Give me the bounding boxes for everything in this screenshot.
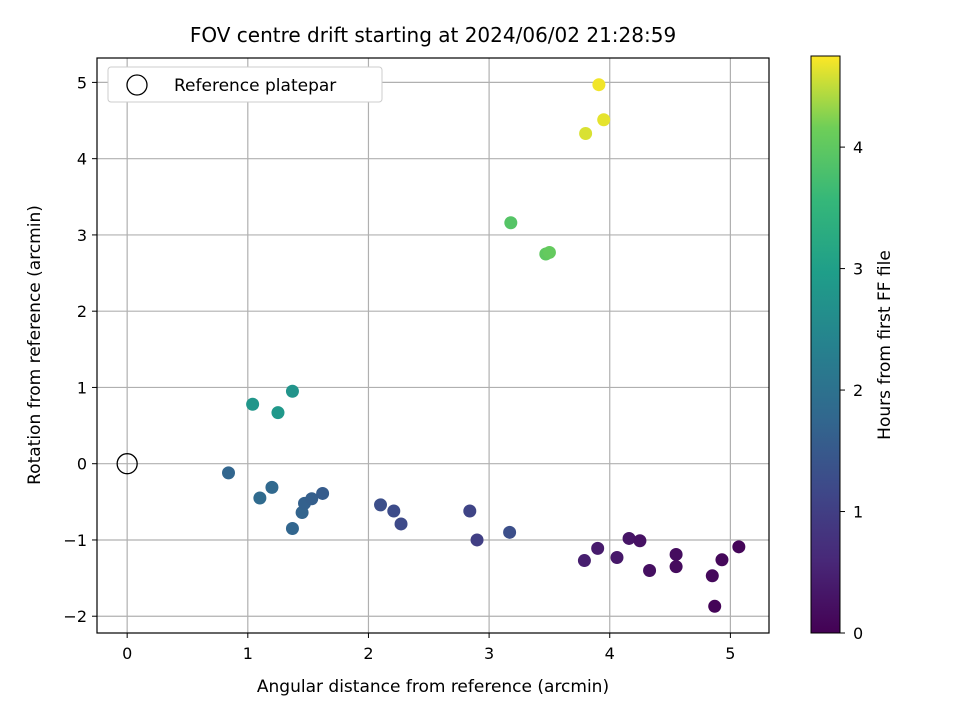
data-point [463,504,477,518]
x-tick-label: 0 [122,644,132,663]
colorbar-gradient [810,55,841,634]
colorbar-tick-label: 0 [853,624,863,643]
data-points [222,78,746,613]
y-tick-label: 1 [77,378,87,397]
data-point [592,78,606,92]
data-point [285,522,299,536]
colorbar-tick-label: 2 [853,381,863,400]
data-point [633,534,647,548]
data-point [591,541,605,555]
legend: Reference platepar [107,66,383,103]
data-point [316,486,330,500]
plot-frame [96,57,770,634]
y-tick-label: 0 [77,455,87,474]
colorbar: 0 1 2 3 4 Hours from first FF file [810,55,895,643]
x-tick-label: 5 [725,644,735,663]
data-point [503,525,517,539]
y-axis-title: Rotation from reference (arcmin) [25,205,45,485]
data-point [387,504,401,518]
data-point [374,498,388,512]
y-tick-label: 5 [77,73,87,92]
data-point [622,531,636,545]
colorbar-tick-label: 4 [853,138,863,157]
colorbar-title: Hours from first FF file [875,250,895,440]
data-point [265,480,279,494]
data-point [470,533,484,547]
data-point [715,553,729,567]
data-point [504,216,518,230]
reference-marker [116,453,138,475]
data-point [643,563,657,577]
y-tick-label: 4 [77,150,87,169]
x-axis-title: Angular distance from reference (arcmin) [257,677,609,697]
colorbar-ticks: 0 1 2 3 4 [840,138,863,643]
data-point [705,569,719,583]
data-point [708,599,722,613]
data-point [577,554,591,568]
data-point [732,540,746,554]
x-axis-ticks: 0 1 2 3 4 5 [122,633,735,663]
chart-title: FOV centre drift starting at 2024/06/02 … [190,23,676,47]
data-point [271,406,285,420]
grid-lines [97,58,769,633]
data-point [669,560,683,574]
data-point [305,492,319,506]
colorbar-tick-label: 1 [853,503,863,522]
data-point [542,245,556,259]
data-point [246,397,260,411]
x-tick-label: 2 [363,644,373,663]
data-point [597,113,611,127]
y-tick-label: −1 [63,531,87,550]
legend-marker-icon [126,74,148,96]
data-point [579,126,593,140]
data-point [394,517,408,531]
legend-box [107,66,383,103]
x-tick-label: 4 [605,644,615,663]
reference-point [116,453,138,475]
y-tick-label: −2 [63,607,87,626]
y-tick-label: 3 [77,226,87,245]
y-tick-label: 2 [77,302,87,321]
data-point [285,384,299,398]
x-tick-label: 3 [484,644,494,663]
data-point [669,547,683,561]
y-axis-ticks: −2 −1 0 1 2 3 4 5 [63,73,97,626]
legend-label: Reference platepar [174,76,336,96]
colorbar-tick-label: 3 [853,260,863,279]
data-point [610,551,624,565]
x-tick-label: 1 [243,644,253,663]
data-point [222,466,236,480]
data-point [253,491,267,505]
